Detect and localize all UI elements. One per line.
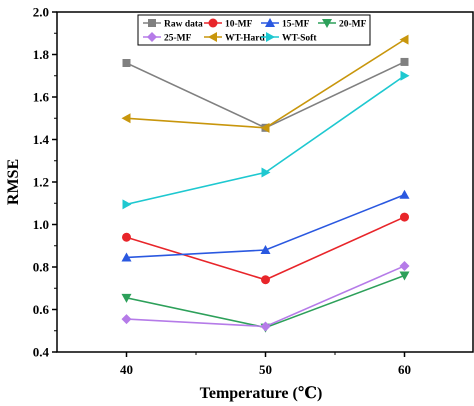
data-point xyxy=(121,252,132,262)
legend-label: 25-MF xyxy=(164,34,192,44)
legend-item: WT-Hard xyxy=(204,32,265,44)
legend-label: 10-MF xyxy=(225,20,253,30)
x-axis: 40 50 60 xyxy=(120,352,411,377)
data-point xyxy=(260,321,271,332)
data-point xyxy=(266,32,275,42)
y-tick-label: 1.0 xyxy=(33,217,49,232)
y-axis: 0.4 0.6 0.8 1.0 1.2 1.4 1.6 1.8 2.0 xyxy=(33,5,57,360)
data-point xyxy=(399,34,409,45)
legend-item: 20-MF xyxy=(318,19,367,30)
series-layer xyxy=(121,34,410,333)
series-wt-soft xyxy=(122,70,410,210)
data-point xyxy=(208,32,217,42)
x-axis-title: Temperature (℃) xyxy=(200,385,323,402)
data-point xyxy=(400,212,409,222)
data-point xyxy=(122,199,132,210)
data-point xyxy=(261,167,271,178)
x-tick-label: 50 xyxy=(259,362,272,377)
series-line xyxy=(126,61,405,129)
series-15-mf xyxy=(121,189,410,262)
legend-label: 20-MF xyxy=(339,20,367,30)
data-point xyxy=(121,293,132,303)
series-line xyxy=(126,75,405,206)
series-line xyxy=(126,265,405,328)
data-point xyxy=(122,59,131,67)
data-point xyxy=(399,189,410,199)
y-tick-label: 0.6 xyxy=(33,302,50,317)
y-tick-label: 0.4 xyxy=(33,345,50,360)
data-point xyxy=(265,18,275,27)
data-point xyxy=(260,245,271,254)
series-line xyxy=(126,38,405,129)
legend-item: 15-MF xyxy=(261,18,310,30)
legend-label: Raw data xyxy=(164,20,203,30)
legend-item: 10-MF xyxy=(204,18,253,30)
data-point xyxy=(260,122,270,133)
x-tick-label: 60 xyxy=(398,362,411,377)
data-point xyxy=(121,113,131,124)
data-point xyxy=(147,32,157,42)
y-tick-label: 1.6 xyxy=(33,90,50,105)
legend-item: 25-MF xyxy=(143,32,192,44)
plot-area xyxy=(56,11,474,353)
data-point xyxy=(261,275,270,285)
legend-item: Raw data xyxy=(143,19,203,30)
y-tick-label: 1.2 xyxy=(33,175,49,190)
x-tick-label: 40 xyxy=(120,362,133,377)
y-axis-title: RMSE xyxy=(5,159,22,205)
data-point xyxy=(208,18,218,28)
series-25-mf xyxy=(121,260,410,332)
legend-label: WT-Hard xyxy=(225,34,265,44)
y-tick-label: 1.4 xyxy=(33,132,50,147)
data-point xyxy=(399,260,410,271)
data-point xyxy=(122,232,131,242)
series-wt-hard xyxy=(121,34,409,133)
legend-item: WT-Soft xyxy=(261,32,317,44)
data-point xyxy=(400,57,409,66)
y-tick-label: 2.0 xyxy=(33,5,49,20)
y-tick-label: 1.8 xyxy=(33,47,50,62)
data-point xyxy=(399,271,410,281)
legend-label: 15-MF xyxy=(282,20,310,30)
series-10-mf xyxy=(122,212,409,285)
plot-frame xyxy=(56,11,474,353)
legend: Raw data 10-MF 15-MF 20-MF 25-MF WT-Hard WT-So… xyxy=(137,14,371,46)
data-point xyxy=(322,19,332,28)
y-tick-label: 0.8 xyxy=(33,260,50,275)
data-point xyxy=(121,314,132,325)
legend-label: WT-Soft xyxy=(282,34,317,44)
data-point xyxy=(400,70,410,81)
data-point xyxy=(148,19,156,27)
